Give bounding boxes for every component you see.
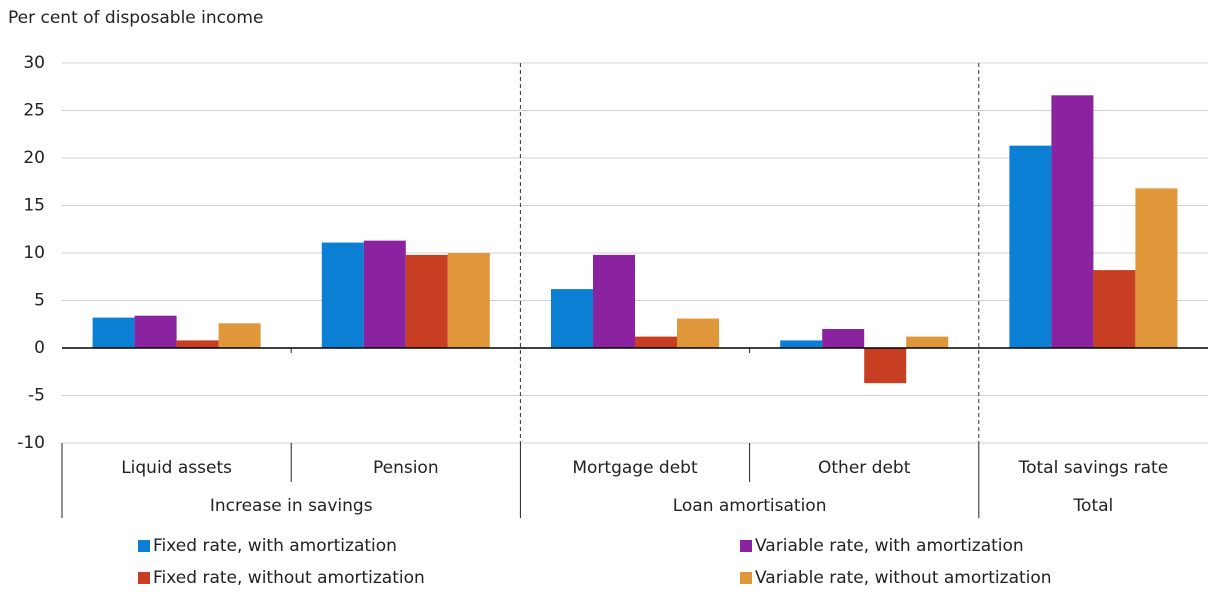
- x-tick-label: Liquid assets: [121, 458, 232, 478]
- bar: [780, 340, 823, 348]
- x-tick-label: Other debt: [818, 458, 911, 478]
- y-tick-label: 5: [34, 291, 45, 311]
- x-tick-label: Pension: [373, 458, 439, 478]
- bar: [822, 329, 865, 348]
- bar: [906, 336, 949, 348]
- group-label: Loan amortisation: [673, 496, 827, 516]
- legend-swatch: [740, 540, 752, 552]
- bar: [447, 253, 490, 348]
- group-label: Total: [1073, 496, 1114, 516]
- y-tick-label: 15: [23, 196, 45, 216]
- bar: [321, 242, 364, 348]
- bar: [593, 254, 635, 348]
- group-label: Increase in savings: [210, 496, 373, 516]
- bar: [1135, 188, 1178, 348]
- legend-label: Fixed rate, without amortization: [153, 568, 425, 588]
- y-tick-label: 0: [34, 338, 45, 358]
- bar: [677, 318, 719, 348]
- y-tick-label: -10: [17, 433, 45, 453]
- bar: [864, 348, 907, 384]
- legend-swatch: [138, 572, 150, 584]
- bar: [218, 323, 261, 348]
- y-axis-label: Per cent of disposable income: [8, 8, 263, 28]
- y-tick-label: -5: [28, 386, 45, 406]
- bar: [363, 240, 406, 348]
- bar: [1051, 95, 1094, 348]
- bar: [176, 340, 219, 348]
- bar: [405, 254, 448, 348]
- y-tick-label: 20: [23, 148, 45, 168]
- bar: [92, 317, 135, 348]
- bar: [1009, 145, 1052, 348]
- bar: [551, 289, 593, 348]
- y-tick-label: 10: [23, 243, 45, 263]
- x-tick-label: Total savings rate: [1018, 458, 1169, 478]
- legend-label: Fixed rate, with amortization: [153, 536, 397, 556]
- legend-swatch: [740, 572, 752, 584]
- legend-label: Variable rate, without amortization: [755, 568, 1052, 588]
- x-tick-label: Mortgage debt: [572, 458, 698, 478]
- legend-swatch: [138, 540, 150, 552]
- y-tick-label: 25: [23, 101, 45, 121]
- bar: [635, 336, 677, 348]
- bar: [134, 315, 177, 348]
- legend-label: Variable rate, with amortization: [755, 536, 1024, 556]
- y-tick-label: 30: [23, 53, 45, 73]
- bar: [1093, 270, 1136, 348]
